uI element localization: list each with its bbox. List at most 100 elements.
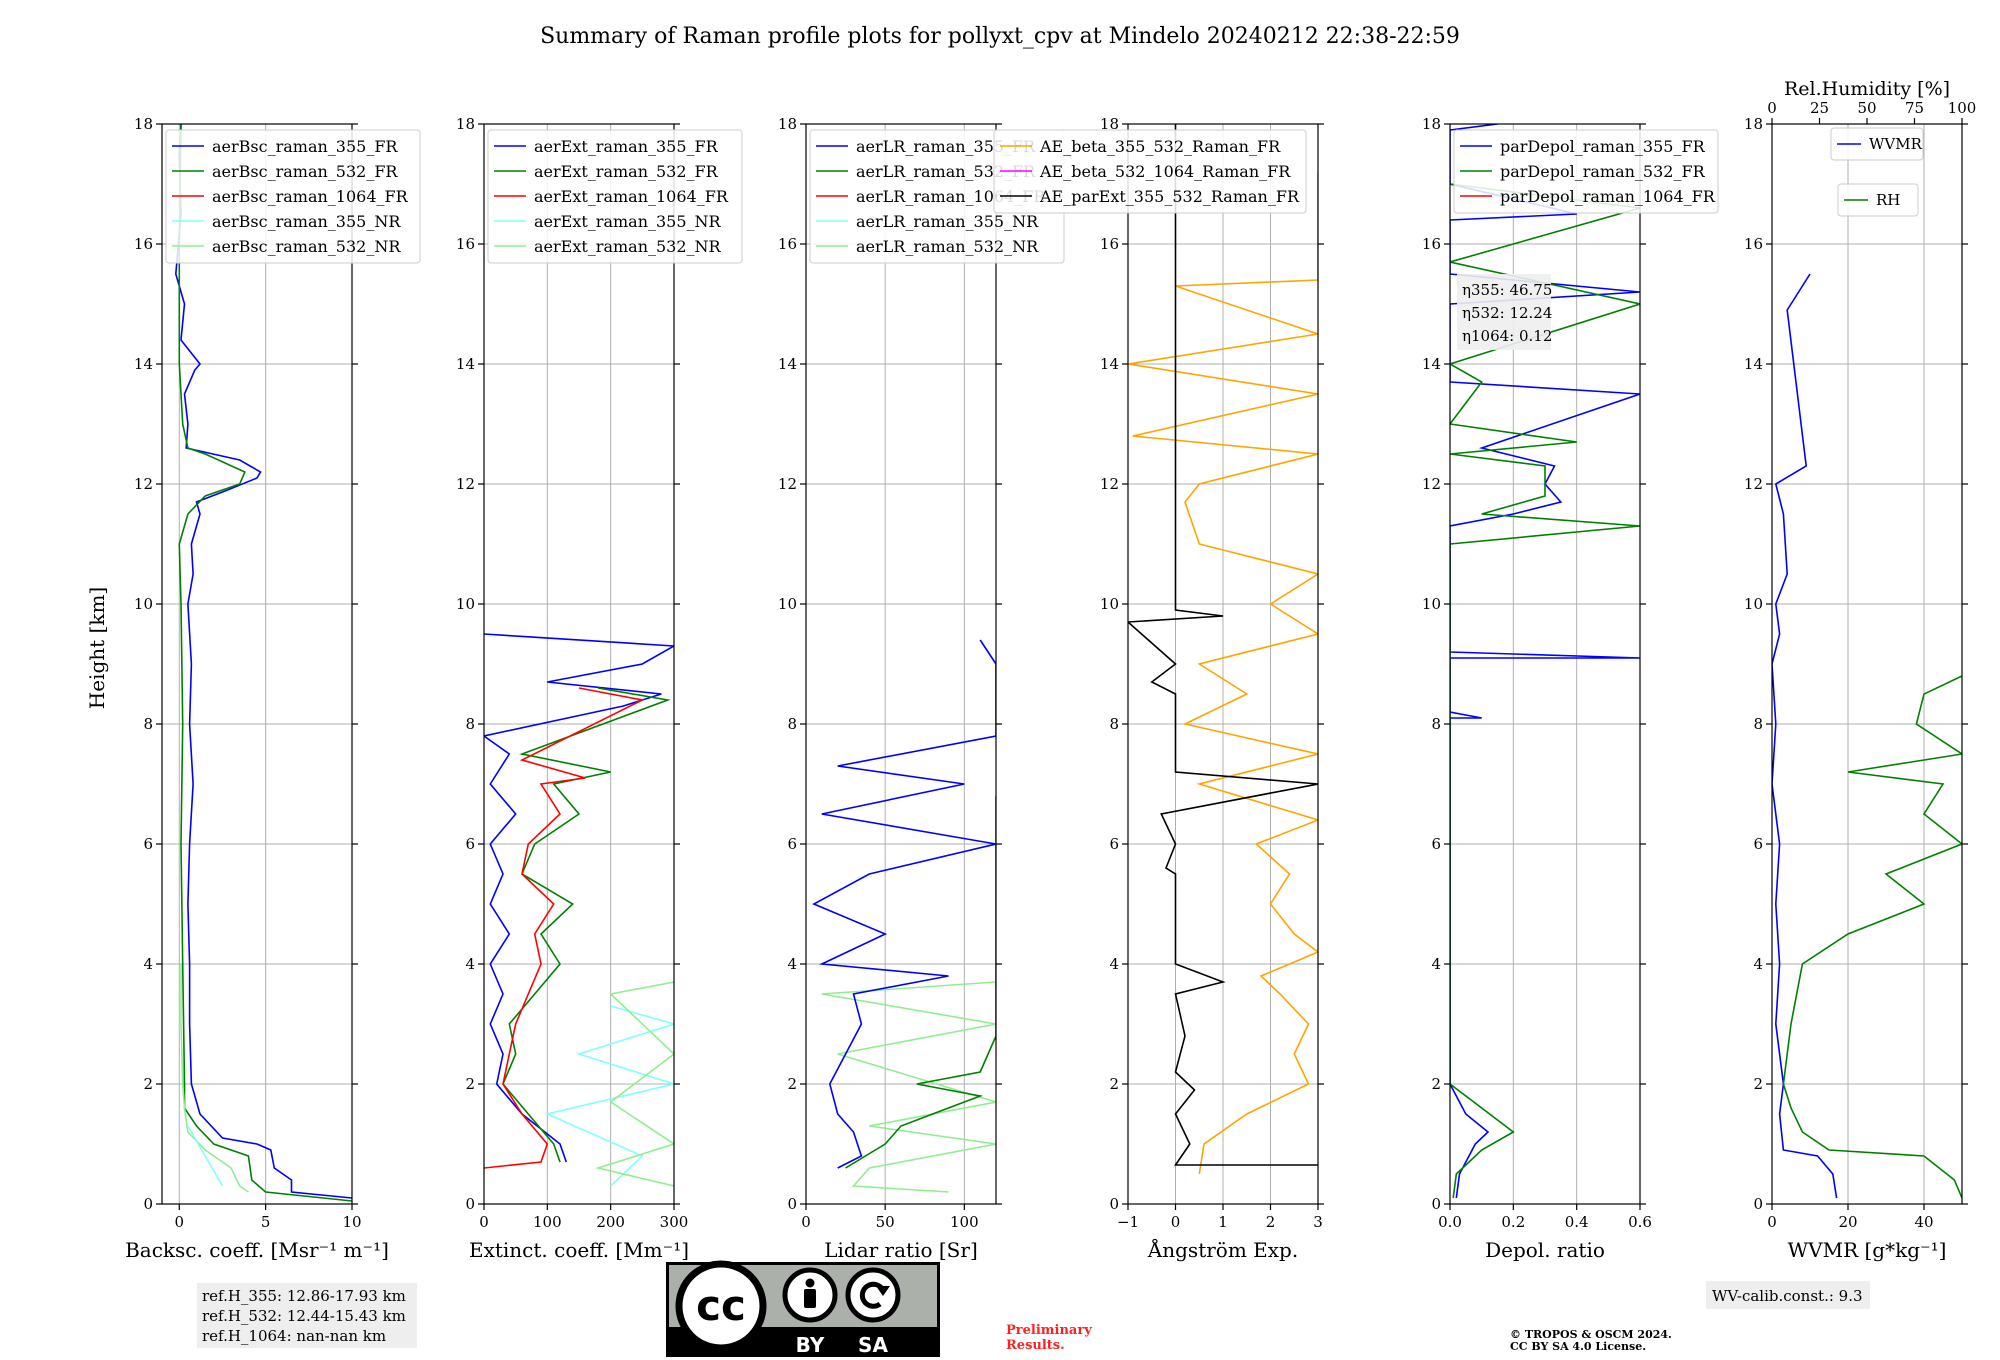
eta-value: η532: 12.24	[1462, 304, 1552, 322]
top-x-tick-label: 75	[1905, 99, 1924, 117]
x-tick-label: 0	[174, 1213, 184, 1231]
y-tick-label: 4	[1109, 955, 1119, 973]
y-tick-label: 2	[787, 1075, 797, 1093]
x-tick-label: 3	[1313, 1213, 1323, 1231]
y-tick-label: 2	[465, 1075, 475, 1093]
series-line-parDepol_raman_532_FR	[1450, 183, 1640, 1199]
x-axis-label: WVMR [g*kg⁻¹]	[1788, 1238, 1947, 1262]
legend: aerExt_raman_355_FR aerExt_raman_532_FRae…	[487, 129, 743, 264]
y-tick-label: 6	[787, 835, 797, 853]
y-tick-label: 6	[1431, 835, 1441, 853]
legend-label: aerBsc_raman_355_NR	[212, 212, 401, 231]
y-tick-label: 0	[143, 1195, 153, 1213]
legend-label: parDepol_raman_532_FR	[1500, 162, 1706, 181]
y-tick-label: 8	[1753, 715, 1763, 733]
x-tick-label: 5	[261, 1213, 271, 1231]
x-tick-label: 200	[596, 1213, 625, 1231]
series-line-aerExt_raman_355_NR	[544, 1005, 674, 1187]
preliminary-results-line2: Results.	[1006, 1338, 1065, 1353]
x-tick-label: 1	[1218, 1213, 1228, 1231]
copyright-line1: © TROPOS & OSCM 2024.	[1510, 1328, 1672, 1341]
legend-label: aerBsc_raman_532_FR	[212, 162, 398, 181]
y-tick-label: 2	[1431, 1075, 1441, 1093]
y-tick-label: 2	[1753, 1075, 1763, 1093]
x-tick-label: 40	[1914, 1213, 1933, 1231]
y-tick-label: 8	[143, 715, 153, 733]
series-line-aerBsc_raman_532_FR	[178, 124, 352, 1202]
x-axis-label: Lidar ratio [Sr]	[824, 1238, 978, 1262]
legend-label: aerExt_raman_1064_FR	[534, 187, 729, 206]
y-tick-label: 14	[778, 355, 797, 373]
x-tick-label: −1	[1117, 1213, 1139, 1231]
series-line-aerBsc_raman_355_NR	[187, 1125, 224, 1187]
y-tick-label: 14	[1744, 355, 1763, 373]
legend-label: AE_beta_355_532_Raman_FR	[1039, 137, 1281, 156]
top-x-tick-label: 100	[1948, 99, 1977, 117]
series-line-aerExt_raman_355_FR	[484, 633, 674, 1163]
plot-frame	[483, 123, 675, 1205]
ref-height-532: ref.H_532: 12.44-15.43 km	[202, 1307, 406, 1325]
eta-value: η355: 46.75	[1462, 281, 1552, 299]
badge-sa: SA	[858, 1333, 888, 1357]
x-tick-label: 50	[876, 1213, 895, 1231]
wv-calib-constant: WV-calib.const.: 9.3	[1712, 1287, 1863, 1305]
x-tick-label: 0	[801, 1213, 811, 1231]
y-tick-label: 12	[134, 475, 153, 493]
svg-text:WVMR: WVMR	[1869, 135, 1923, 153]
plot-frame	[805, 123, 997, 1205]
height-axis-label: Height [km]	[85, 587, 109, 709]
legend-label: aerLR_raman_532_NR	[856, 237, 1039, 256]
y-tick-label: 2	[143, 1075, 153, 1093]
y-tick-label: 18	[456, 115, 475, 133]
eta-value: η1064: 0.12	[1462, 327, 1552, 345]
legend: parDepol_raman_355_FR parDepol_raman_532_…	[1453, 129, 1719, 214]
y-tick-label: 14	[134, 355, 153, 373]
copyright-line2: CC BY SA 4.0 License.	[1510, 1340, 1646, 1353]
legend-label: aerLR_raman_532_FR	[856, 162, 1036, 181]
y-tick-label: 16	[456, 235, 475, 253]
x-tick-label: 2	[1266, 1213, 1276, 1231]
x-tick-label: 20	[1838, 1213, 1857, 1231]
y-tick-label: 18	[778, 115, 797, 133]
legend-label: aerBsc_raman_1064_FR	[212, 187, 409, 206]
legend-label: aerExt_raman_532_FR	[534, 162, 719, 181]
y-tick-label: 12	[456, 475, 475, 493]
x-tick-label: 0.6	[1628, 1213, 1652, 1231]
x-tick-label: 0	[479, 1213, 489, 1231]
y-tick-label: 10	[1100, 595, 1119, 613]
y-tick-label: 4	[787, 955, 797, 973]
ref-height-1064: ref.H_1064: nan-nan km	[202, 1327, 386, 1345]
legend-RH: RH	[1837, 183, 1919, 217]
plot-frame	[1771, 123, 1963, 1205]
x-tick-label: 0	[1767, 1213, 1777, 1231]
y-tick-label: 12	[1744, 475, 1763, 493]
y-tick-label: 16	[1422, 235, 1441, 253]
profile-panel-1: 0 2 4 6 8 10 12 14 16 18 0 5 10 Backsc. coeff. [Msr⁻¹…	[125, 115, 421, 1262]
y-tick-label: 18	[1100, 115, 1119, 133]
x-axis-label: Depol. ratio	[1485, 1238, 1605, 1262]
y-tick-label: 10	[134, 595, 153, 613]
x-tick-label: 0.2	[1501, 1213, 1525, 1231]
y-tick-label: 8	[1109, 715, 1119, 733]
x-tick-label: 0	[1171, 1213, 1181, 1231]
eta-box: η355: 46.75 η532: 12.24 η1064: 0.12	[1457, 274, 1552, 350]
y-tick-label: 18	[1422, 115, 1441, 133]
legend-label: aerExt_raman_355_NR	[534, 212, 722, 231]
cc-by-sa-badge: cc BY SA	[666, 1260, 940, 1357]
preliminary-results-line1: Preliminary	[1006, 1323, 1092, 1338]
series-line-parDepol_raman_355_FR	[1450, 124, 1640, 1199]
y-tick-label: 6	[465, 835, 475, 853]
y-tick-label: 8	[787, 715, 797, 733]
x-axis-label: Ångström Exp.	[1147, 1237, 1298, 1262]
y-tick-label: 10	[778, 595, 797, 613]
top-x-tick-label: 50	[1857, 99, 1876, 117]
figure-title: Summary of Raman profile plots for polly…	[540, 24, 1460, 49]
y-tick-label: 16	[134, 235, 153, 253]
y-tick-label: 12	[778, 475, 797, 493]
series-line-RH	[1782, 675, 1962, 1199]
y-tick-label: 6	[1753, 835, 1763, 853]
profile-panel-5: 0 2 4 6 8 10 12 14 16 18 0.0 0.2 0.4 0.6 Depol. ratio p…	[1422, 115, 1719, 1262]
